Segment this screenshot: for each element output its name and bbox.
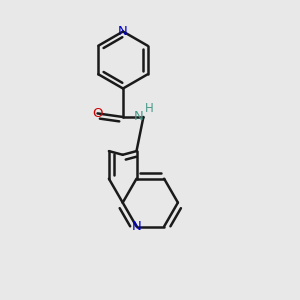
Text: N: N xyxy=(134,110,143,124)
Text: N: N xyxy=(132,220,141,233)
Text: N: N xyxy=(118,25,128,38)
Text: H: H xyxy=(145,103,154,116)
Text: O: O xyxy=(92,107,103,120)
